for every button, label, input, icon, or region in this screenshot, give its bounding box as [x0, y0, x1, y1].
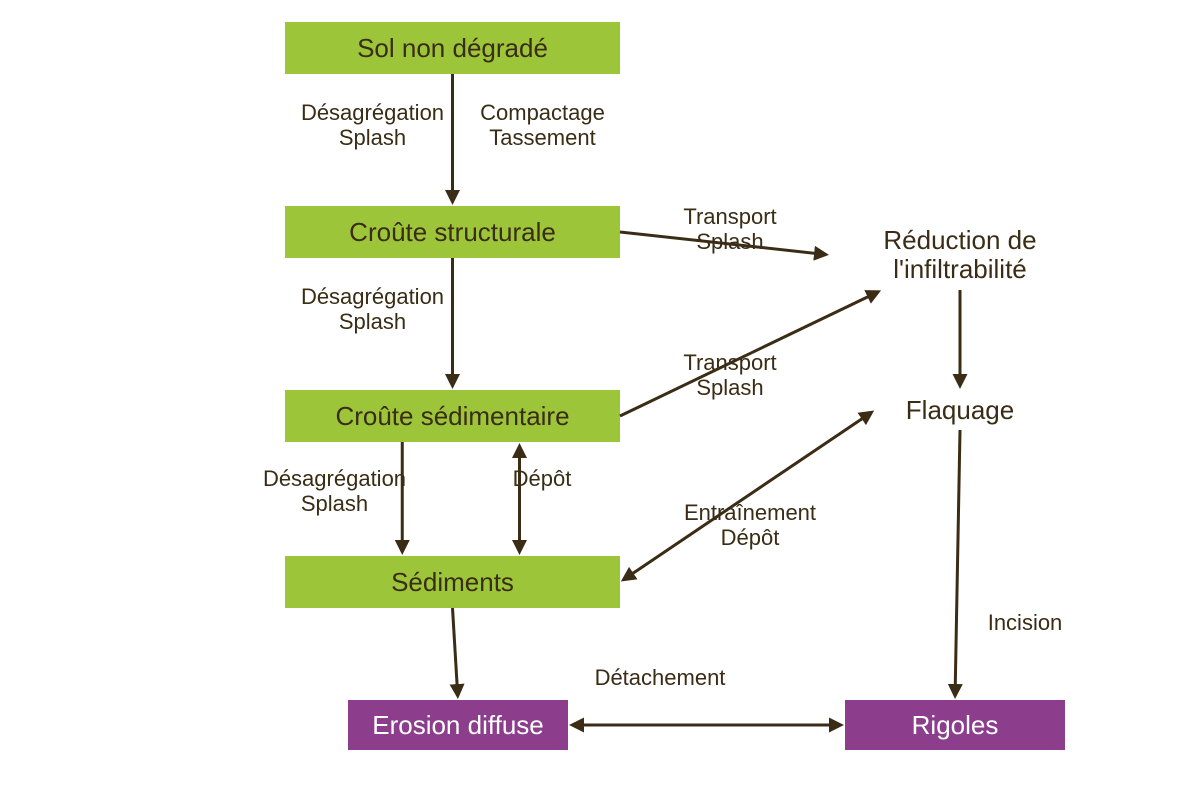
node-sediments: Sédiments: [285, 556, 620, 608]
node-diffuse: Erosion diffuse: [348, 700, 568, 750]
edge-flaquage-rigoles: [955, 430, 960, 696]
label-inc: Incision: [965, 610, 1085, 635]
label-l1a: Désagrégation Splash: [300, 100, 445, 151]
label-det: Détachement: [575, 665, 745, 690]
node-reduc: Réduction de l'infiltrabilité: [830, 220, 1090, 290]
flowchart-stage: Sol non dégradé Croûte structurale Croûte …: [0, 0, 1181, 800]
label-ent: Entraînement Dépôt: [650, 500, 850, 551]
node-struct: Croûte structurale: [285, 206, 620, 258]
label-l3a: Désagrégation Splash: [262, 466, 407, 517]
label-tr2: Transport Splash: [660, 350, 800, 401]
node-sedim: Croûte sédimentaire: [285, 390, 620, 442]
node-sol: Sol non dégradé: [285, 22, 620, 74]
label-tr1: Transport Splash: [660, 204, 800, 255]
node-flaquage: Flaquage: [875, 390, 1045, 430]
node-rigoles: Rigoles: [845, 700, 1065, 750]
edge-flaquage-sediments: [623, 412, 871, 580]
label-l1b: Compactage Tassement: [470, 100, 615, 151]
edge-sediments-diffuse: [453, 608, 458, 696]
label-l2: Désagrégation Splash: [300, 284, 445, 335]
label-l3b: Dépôt: [492, 466, 592, 491]
